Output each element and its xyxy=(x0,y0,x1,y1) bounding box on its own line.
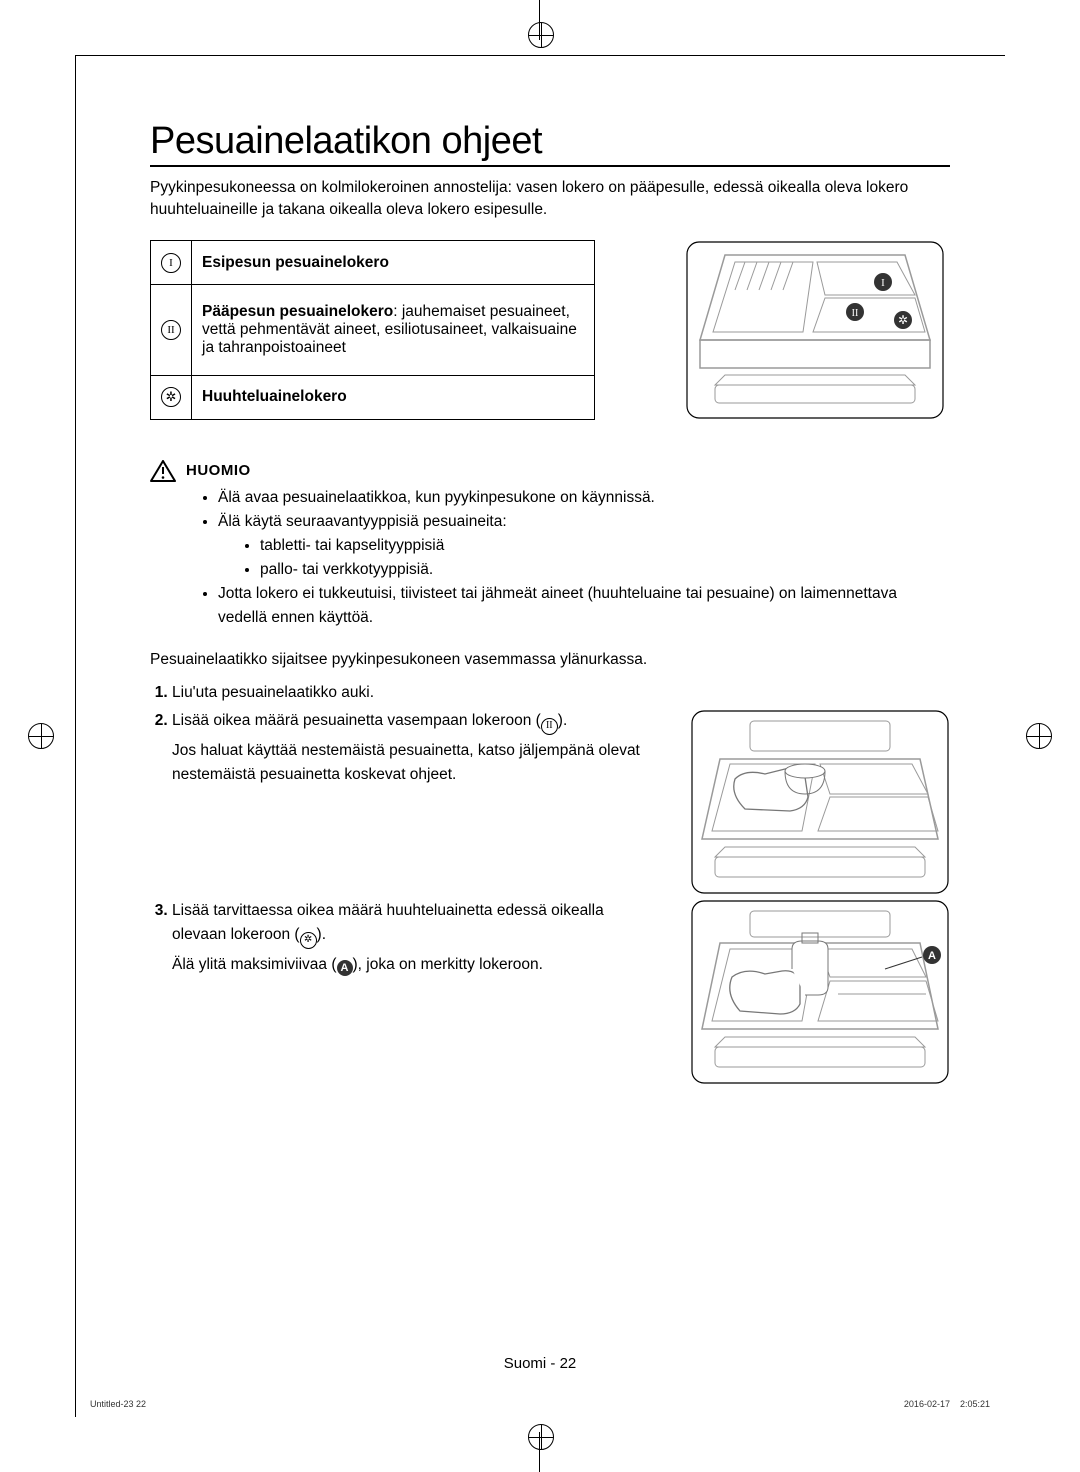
list-item: Älä käytä seuraavantyyppisiä pesuaineita… xyxy=(218,510,950,582)
compartment-row: I Esipesun pesuainelokero II Pääpesun pe… xyxy=(150,240,950,420)
softener-label: Huuhteluainelokero xyxy=(202,388,347,405)
compartment-label: Huuhteluainelokero xyxy=(192,375,595,419)
trim-line xyxy=(75,55,1005,56)
step-text-fragment: ). xyxy=(558,712,567,729)
step3-svg-icon: A xyxy=(690,899,950,1085)
warning-triangle-icon xyxy=(150,460,176,482)
compartment-symbol-softener: ✲ xyxy=(151,375,192,419)
step-item: Lisää tarvittaessa oikea määrä huuhtelua… xyxy=(172,899,950,1085)
svg-text:II: II xyxy=(852,308,859,319)
step-item: Liu'uta pesuainelaatikko auki. xyxy=(172,681,950,705)
step-text-fragment: Älä ylitä maksimiviivaa ( xyxy=(172,956,337,973)
steps-list: Liu'uta pesuainelaatikko auki. Lisää oik… xyxy=(150,681,950,1085)
table-row: ✲ Huuhteluainelokero xyxy=(151,375,595,419)
drawer-diagram: I II ✲ xyxy=(685,240,945,420)
step-text: Liu'uta pesuainelaatikko auki. xyxy=(172,684,374,701)
svg-text:I: I xyxy=(881,277,885,289)
step-text-fragment: Lisää tarvittaessa oikea määrä huuhtelua… xyxy=(172,902,604,943)
step-item: Lisää oikea määrä pesuainetta vasempaan … xyxy=(172,709,950,895)
compartment-symbol-mainwash: II xyxy=(151,285,192,375)
intro-paragraph: Pyykinpesukoneessa on kolmilokeroinen an… xyxy=(150,177,950,222)
list-item: tabletti- tai kapselityyppisiä xyxy=(260,534,950,558)
caution-block: HUOMIO Älä avaa pesuainelaatikkoa, kun p… xyxy=(150,460,950,630)
step-figure xyxy=(690,709,950,895)
compartment-label: Esipesun pesuainelokero xyxy=(192,240,595,284)
registration-mark-icon xyxy=(528,22,554,48)
table-row: II Pääpesun pesuainelokero: jauhemaiset … xyxy=(151,285,595,375)
caution-sublist: tabletti- tai kapselityyppisiä pallo- ta… xyxy=(218,534,950,582)
list-item: Jotta lokero ei tukkeutuisi, tiivisteet … xyxy=(218,582,950,630)
step-text-fragment: Lisää oikea määrä pesuainetta vasempaan … xyxy=(172,712,541,729)
page-content: Pesuainelaatikon ohjeet Pyykinpesukonees… xyxy=(150,120,950,1089)
svg-text:✲: ✲ xyxy=(898,313,908,327)
footer-meta-left: Untitled-23 22 xyxy=(90,1399,146,1409)
flower-icon: ✲ xyxy=(300,932,317,949)
step-figure: A xyxy=(690,899,950,1085)
compartment-label: Pääpesun pesuainelokero: jauhemaiset pes… xyxy=(192,285,595,375)
step2-svg-icon xyxy=(690,709,950,895)
registration-mark-icon xyxy=(1026,723,1052,749)
step-text: Lisää tarvittaessa oikea määrä huuhtelua… xyxy=(172,899,660,976)
prewash-label: Esipesun pesuainelokero xyxy=(202,254,389,271)
svg-text:A: A xyxy=(928,950,936,962)
marker-a-icon: A xyxy=(337,960,353,976)
list-item-text: Älä käytä seuraavantyyppisiä pesuaineita… xyxy=(218,513,507,530)
page-footer: Suomi - 22 xyxy=(0,1355,1080,1372)
compartment-symbol-prewash: I xyxy=(151,240,192,284)
registration-mark-icon xyxy=(528,1424,554,1450)
trim-line xyxy=(75,55,76,1417)
caution-heading-row: HUOMIO xyxy=(150,460,950,482)
step-text-fragment: ), joka on merkitty lokeroon. xyxy=(353,956,543,973)
footer-meta-right: 2016-02-17 2:05:21 xyxy=(904,1399,990,1409)
page-title: Pesuainelaatikon ohjeet xyxy=(150,120,950,167)
drawer-svg-icon: I II ✲ xyxy=(685,240,945,420)
table-row: I Esipesun pesuainelokero xyxy=(151,240,595,284)
compartment-table: I Esipesun pesuainelokero II Pääpesun pe… xyxy=(150,240,595,420)
roman-one-icon: I xyxy=(161,253,181,273)
roman-two-icon: II xyxy=(161,320,181,340)
step-text-fragment: ). xyxy=(317,926,326,943)
list-item: pallo- tai verkkotyyppisiä. xyxy=(260,558,950,582)
step-text-fragment: Jos haluat käyttää nestemäistä pesuainet… xyxy=(172,742,640,783)
roman-two-icon: II xyxy=(541,718,558,735)
step-text: Lisää oikea määrä pesuainetta vasempaan … xyxy=(172,709,660,866)
flower-icon: ✲ xyxy=(161,387,181,407)
drawer-location-paragraph: Pesuainelaatikko sijaitsee pyykinpesukon… xyxy=(150,648,950,671)
caution-list: Älä avaa pesuainelaatikkoa, kun pyykinpe… xyxy=(150,486,950,630)
registration-mark-icon xyxy=(28,723,54,749)
list-item: Älä avaa pesuainelaatikkoa, kun pyykinpe… xyxy=(218,486,950,510)
mainwash-label-bold: Pääpesun pesuainelokero xyxy=(202,303,393,320)
caution-heading: HUOMIO xyxy=(186,462,251,479)
